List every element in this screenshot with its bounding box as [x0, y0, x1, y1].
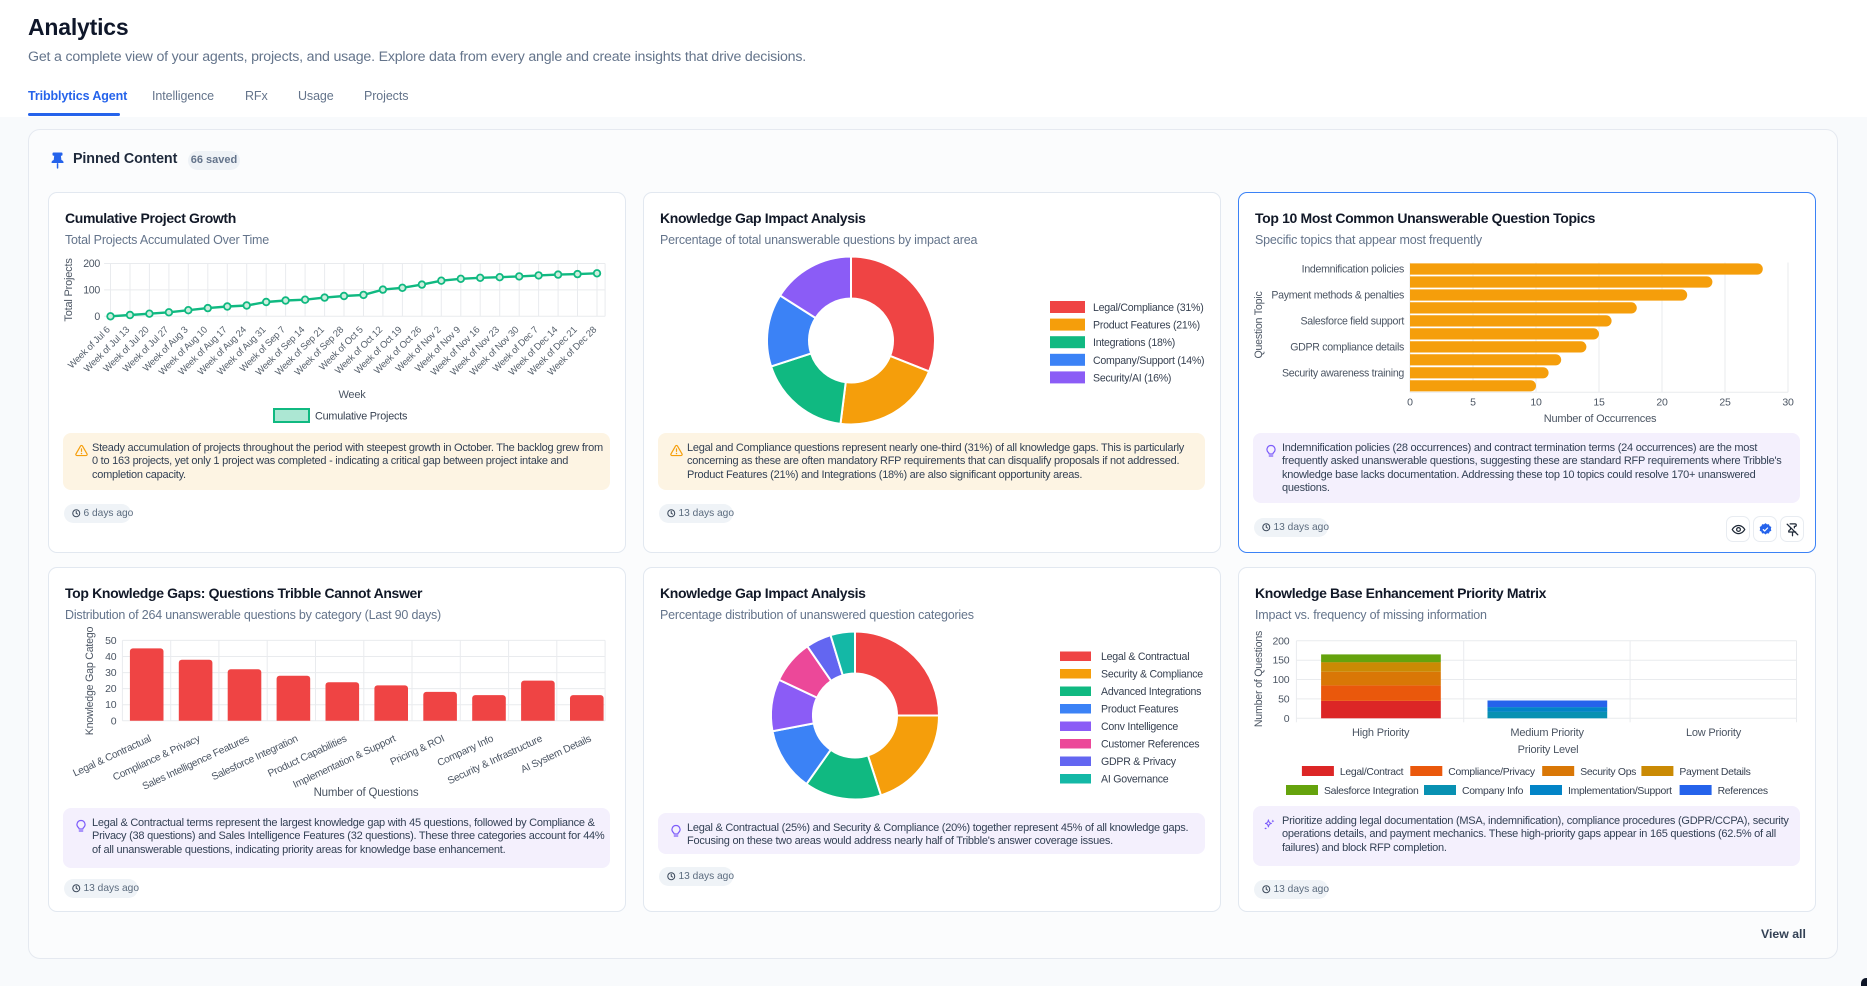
svg-text:High Priority: High Priority — [1352, 727, 1410, 739]
svg-text:5: 5 — [1470, 396, 1476, 408]
svg-text:Number of Occurrences: Number of Occurrences — [1544, 413, 1657, 425]
svg-text:Number of Questions: Number of Questions — [314, 787, 419, 799]
svg-text:100: 100 — [1272, 674, 1289, 686]
svg-text:Low Priority: Low Priority — [1686, 727, 1742, 739]
svg-text:AI Governance: AI Governance — [1101, 774, 1169, 786]
svg-text:Advanced Integrations: Advanced Integrations — [1101, 686, 1201, 698]
svg-text:30: 30 — [105, 667, 117, 679]
svg-text:Priority Level: Priority Level — [1518, 744, 1579, 756]
svg-text:Number of Questions: Number of Questions — [1253, 631, 1265, 727]
svg-text:200: 200 — [1272, 635, 1289, 647]
svg-text:Indemnification policies: Indemnification policies — [1302, 264, 1404, 276]
svg-text:50: 50 — [1278, 693, 1290, 705]
svg-text:0: 0 — [1284, 713, 1290, 725]
svg-text:GDPR compliance details: GDPR compliance details — [1290, 341, 1404, 353]
svg-text:10: 10 — [1530, 396, 1542, 408]
svg-text:10: 10 — [105, 699, 117, 711]
svg-text:Salesforce Integration: Salesforce Integration — [1324, 786, 1419, 797]
svg-text:Payment Details: Payment Details — [1679, 767, 1750, 778]
svg-text:25: 25 — [1719, 396, 1731, 408]
svg-text:0: 0 — [1407, 396, 1413, 408]
svg-text:100: 100 — [83, 284, 100, 296]
svg-text:Company Info: Company Info — [1462, 786, 1524, 797]
svg-text:30: 30 — [1782, 396, 1794, 408]
svg-text:Implementation/Support: Implementation/Support — [1568, 786, 1672, 797]
svg-text:Total Projects: Total Projects — [63, 258, 75, 322]
svg-text:Conv Intelligence: Conv Intelligence — [1101, 721, 1178, 733]
svg-text:0: 0 — [94, 311, 100, 323]
svg-text:0: 0 — [111, 715, 117, 727]
svg-text:150: 150 — [1272, 655, 1289, 667]
svg-text:Security awareness training: Security awareness training — [1282, 367, 1404, 379]
svg-text:Legal/Contract: Legal/Contract — [1340, 767, 1404, 778]
svg-text:Security Ops: Security Ops — [1580, 767, 1636, 778]
svg-text:20: 20 — [1656, 396, 1668, 408]
svg-text:Compliance/Privacy: Compliance/Privacy — [1448, 767, 1536, 778]
svg-text:Week: Week — [338, 389, 366, 401]
svg-text:20: 20 — [105, 683, 117, 695]
svg-text:Question Topic: Question Topic — [1253, 291, 1265, 359]
svg-text:GDPR & Privacy: GDPR & Privacy — [1101, 756, 1177, 768]
svg-text:Company/Support (14%): Company/Support (14%) — [1093, 355, 1204, 367]
svg-text:Medium Priority: Medium Priority — [1510, 727, 1584, 739]
svg-text:Payment methods & penalties: Payment methods & penalties — [1271, 290, 1404, 302]
svg-text:15: 15 — [1593, 396, 1605, 408]
svg-text:Legal/Compliance (31%): Legal/Compliance (31%) — [1093, 302, 1204, 314]
svg-text:200: 200 — [83, 258, 100, 270]
svg-text:Customer References: Customer References — [1101, 739, 1199, 751]
svg-text:Knowledge Gap Catego: Knowledge Gap Catego — [84, 626, 96, 735]
svg-text:Product Features: Product Features — [1101, 704, 1178, 716]
svg-text:Security & Compliance: Security & Compliance — [1101, 669, 1203, 681]
svg-text:Product Features (21%): Product Features (21%) — [1093, 320, 1200, 332]
svg-text:Salesforce field support: Salesforce field support — [1300, 315, 1404, 327]
svg-text:References: References — [1718, 786, 1768, 797]
svg-text:50: 50 — [105, 635, 117, 647]
svg-text:Legal & Contractual: Legal & Contractual — [1101, 651, 1189, 663]
svg-text:Salesforce Integration: Salesforce Integration — [210, 734, 299, 784]
svg-text:Integrations (18%): Integrations (18%) — [1093, 337, 1175, 349]
svg-text:Security/AI (16%): Security/AI (16%) — [1093, 372, 1171, 384]
svg-text:40: 40 — [105, 651, 117, 663]
svg-text:Cumulative Projects: Cumulative Projects — [315, 411, 408, 423]
